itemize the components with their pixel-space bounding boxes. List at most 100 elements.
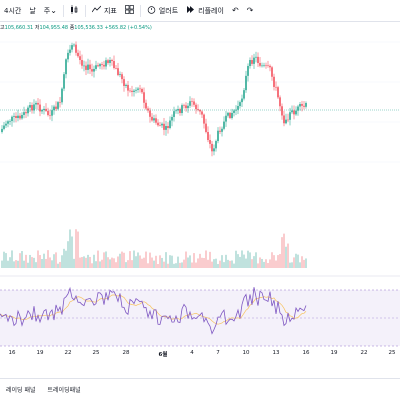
replay-label: 리플레이 — [198, 6, 224, 15]
candle-body — [137, 88, 139, 90]
volume-bar — [289, 262, 291, 268]
volume-bar — [143, 257, 145, 268]
volume-bar — [27, 262, 29, 268]
replay-button[interactable]: 리플레이 — [182, 0, 228, 22]
candle-body — [39, 104, 41, 112]
candle-body — [149, 110, 151, 117]
date-tick: 22 — [64, 350, 72, 356]
volume-bar — [25, 254, 27, 268]
high-value: 105,660.31 — [4, 25, 34, 31]
candle-body — [271, 67, 273, 77]
volume-bar — [259, 257, 261, 268]
candle-body — [263, 65, 265, 66]
volume-bar — [191, 262, 193, 268]
volume-bar — [235, 250, 237, 268]
candle-body — [251, 60, 253, 64]
volume-bar — [291, 262, 293, 268]
volume-bar — [283, 233, 285, 268]
candle-body — [161, 123, 163, 126]
undo-button[interactable]: ↶ — [228, 0, 243, 22]
indicators-label: 지표 — [103, 6, 117, 15]
candle-type-button[interactable] — [66, 0, 83, 22]
day-button[interactable]: 날 — [25, 0, 39, 22]
candle-body — [49, 115, 51, 116]
layout-button[interactable] — [121, 0, 138, 22]
volume-bar — [159, 255, 161, 268]
volume-bar — [89, 256, 91, 268]
candle-body — [173, 111, 175, 117]
tab-trading-panel-2[interactable]: 트레이딩패널 — [47, 387, 81, 394]
week-button[interactable]: 주 ⌄ — [40, 0, 61, 22]
volume-bar — [203, 257, 205, 268]
volume-bar — [57, 263, 59, 268]
candle-body — [185, 105, 187, 109]
candle-body — [207, 132, 209, 140]
candle-body — [293, 110, 295, 115]
volume-bar — [155, 255, 157, 268]
candle-body — [11, 116, 13, 122]
candle-body — [125, 84, 127, 86]
candle-body — [283, 115, 285, 124]
tab-trading-panel-1[interactable]: 레이딩 패널 — [6, 387, 36, 394]
candle-body — [157, 122, 159, 126]
volume-bar — [129, 251, 131, 268]
volume-bar — [223, 262, 225, 268]
volume-bar — [187, 257, 189, 268]
candle-body — [165, 126, 167, 130]
candle-body — [73, 44, 75, 46]
date-tick: 19 — [36, 350, 44, 356]
volume-bar — [183, 259, 185, 268]
candle-body — [297, 106, 299, 111]
timeframe-button[interactable]: 4시간 — [0, 0, 25, 22]
rsi-line — [0, 286, 307, 335]
volume-bar — [49, 257, 51, 268]
candle-body — [159, 125, 161, 126]
candle-body — [203, 114, 205, 124]
volume-bar — [17, 260, 19, 268]
candle-body — [183, 105, 185, 106]
candle-body — [23, 112, 25, 115]
close-value: 105,536.33 — [74, 25, 103, 31]
candle-body — [259, 62, 261, 66]
volume-bar — [245, 258, 247, 268]
candle-body — [77, 52, 79, 57]
candle-body — [257, 56, 259, 63]
candle-body — [33, 104, 35, 111]
volume-bar — [115, 262, 117, 268]
divider — [62, 4, 64, 17]
volume-bar — [39, 255, 41, 268]
volume-bar — [161, 257, 163, 268]
indicators-button[interactable]: 지표 — [88, 0, 121, 22]
candle-body — [145, 102, 147, 109]
volume-bar — [281, 237, 283, 268]
candle-body — [7, 121, 9, 124]
candle-body — [299, 104, 301, 107]
candle-body — [281, 106, 283, 116]
volume-bar — [257, 263, 259, 268]
candle-body — [83, 65, 85, 67]
candle-body — [141, 88, 143, 93]
date-tick: 22 — [360, 350, 368, 356]
alert-button[interactable]: 얼러트 — [143, 0, 182, 22]
price-chart[interactable] — [0, 32, 400, 350]
volume-bar — [293, 257, 295, 268]
change-value: +565.82 (+0.54%) — [104, 25, 152, 31]
volume-bar — [249, 252, 251, 268]
volume-bar — [71, 236, 73, 268]
volume-bar — [77, 231, 79, 268]
candle-body — [197, 109, 199, 111]
volume-bar — [153, 260, 155, 268]
candle-body — [103, 64, 105, 67]
candle-body — [59, 102, 61, 103]
volume-bar — [165, 252, 167, 268]
redo-button[interactable]: ↷ — [243, 0, 258, 22]
volume-bar — [1, 260, 3, 268]
volume-bar — [75, 229, 77, 268]
candle-body — [205, 123, 207, 133]
redo-icon: ↷ — [246, 6, 254, 15]
volume-bar — [55, 252, 57, 268]
date-tick: 4 — [190, 350, 194, 356]
volume-bar — [271, 252, 273, 268]
candle-body — [275, 86, 277, 88]
volume-bar — [125, 262, 127, 268]
